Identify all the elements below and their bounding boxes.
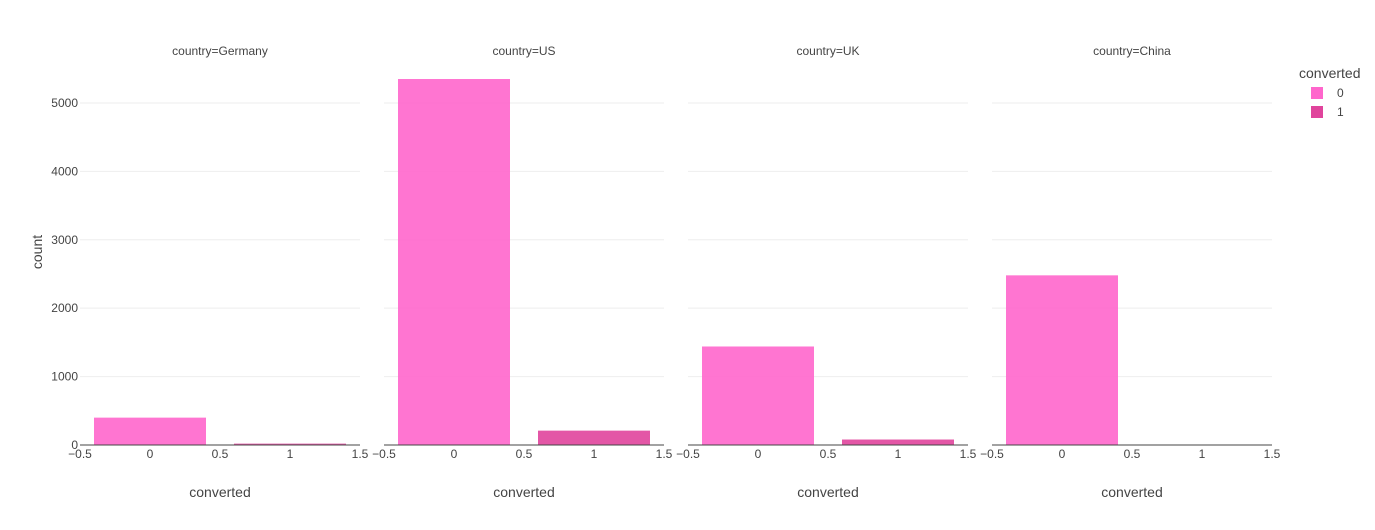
- x-tick-label: −0.5: [676, 447, 700, 461]
- x-axis-title: converted: [1101, 484, 1162, 500]
- x-tick-label: 0.5: [1124, 447, 1141, 461]
- legend-label-0: 0: [1337, 86, 1344, 100]
- x-tick-label: 1.5: [352, 447, 369, 461]
- x-tick-label: 1: [287, 447, 294, 461]
- legend-title: converted: [1299, 65, 1360, 81]
- x-tick-label: 0: [1059, 447, 1066, 461]
- x-tick-label: 1: [591, 447, 598, 461]
- y-tick-label: 0: [71, 438, 78, 452]
- facet-title: country=UK: [796, 44, 859, 58]
- x-tick-label: 0: [755, 447, 762, 461]
- x-tick-label: 0.5: [516, 447, 533, 461]
- x-tick-label: 1: [1199, 447, 1206, 461]
- x-axis-title: converted: [189, 484, 250, 500]
- x-tick-label: 1.5: [656, 447, 673, 461]
- x-tick-label: 0: [451, 447, 458, 461]
- y-tick-label: 5000: [51, 96, 78, 110]
- facet-title: country=Germany: [172, 44, 268, 58]
- y-tick-label: 1000: [51, 370, 78, 384]
- x-tick-label: 1: [895, 447, 902, 461]
- legend-swatch-0: [1311, 87, 1323, 99]
- x-axis-title: converted: [797, 484, 858, 500]
- facet-title: country=US: [492, 44, 555, 58]
- y-tick-label: 3000: [51, 233, 78, 247]
- facet-title: country=China: [1093, 44, 1171, 58]
- x-tick-label: 1.5: [960, 447, 977, 461]
- bar-uk-converted-1: [842, 440, 954, 445]
- x-tick-label: −0.5: [980, 447, 1004, 461]
- y-axis-title: count: [29, 235, 45, 269]
- bar-uk-converted-0: [702, 346, 814, 445]
- x-tick-label: 1.5: [1264, 447, 1281, 461]
- x-tick-label: 0.5: [820, 447, 837, 461]
- legend-swatch-1: [1311, 106, 1323, 118]
- legend-label-1: 1: [1337, 105, 1344, 119]
- x-axis-title: converted: [493, 484, 554, 500]
- bar-us-converted-0: [398, 79, 510, 445]
- bar-china-converted-0: [1006, 275, 1118, 445]
- x-tick-label: 0.5: [212, 447, 229, 461]
- bar-germany-converted-0: [94, 418, 206, 445]
- x-tick-label: 0: [147, 447, 154, 461]
- y-tick-label: 4000: [51, 164, 78, 178]
- x-tick-label: −0.5: [372, 447, 396, 461]
- y-tick-label: 2000: [51, 301, 78, 315]
- bar-us-converted-1: [538, 431, 650, 445]
